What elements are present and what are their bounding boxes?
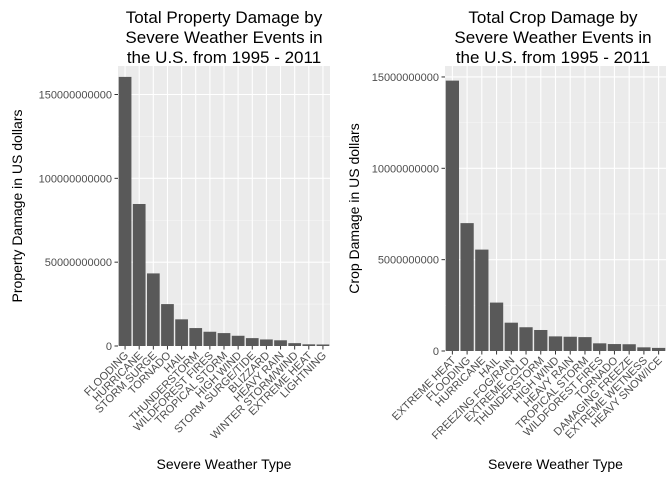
chart-title-line: Total Crop Damage by xyxy=(468,8,638,27)
y-tick-label: 50000000000 xyxy=(45,257,112,269)
y-tick-label: 0 xyxy=(106,341,112,353)
chart-title-line: the U.S. from 1995 - 2011 xyxy=(127,48,321,67)
chart-title-line: Severe Weather Events in xyxy=(125,28,322,47)
bar xyxy=(189,328,203,346)
bar xyxy=(652,347,666,351)
property-damage-chart: 050000000000100000000000150000000000FLOO… xyxy=(9,8,330,472)
bar xyxy=(274,340,287,346)
bar xyxy=(203,331,217,346)
y-tick-label: 15000000000 xyxy=(372,72,439,84)
bar xyxy=(475,249,489,351)
bar xyxy=(146,273,160,346)
y-tick-label: 5000000000 xyxy=(378,255,439,267)
x-axis-title: Severe Weather Type xyxy=(157,456,292,472)
bar xyxy=(260,339,273,346)
bar xyxy=(175,319,188,346)
x-axis-title: Severe Weather Type xyxy=(488,456,623,472)
y-axis-title: Crop Damage in US dollars xyxy=(346,123,362,293)
bar xyxy=(316,344,330,346)
bar xyxy=(593,343,607,351)
bar xyxy=(548,336,563,351)
bar xyxy=(489,302,504,351)
y-tick-label: 0 xyxy=(433,346,439,358)
bar xyxy=(637,347,651,351)
bar xyxy=(460,223,474,351)
bar xyxy=(578,337,592,351)
bar xyxy=(302,344,316,346)
bar xyxy=(245,338,259,346)
y-tick-label: 100000000000 xyxy=(39,173,112,185)
bar xyxy=(622,344,636,351)
bar xyxy=(118,76,132,347)
bar xyxy=(288,343,302,346)
bar xyxy=(445,80,459,351)
y-axis-title: Property Damage in US dollars xyxy=(9,110,25,303)
chart-title-line: Severe Weather Events in xyxy=(454,28,651,47)
bar xyxy=(504,322,518,351)
chart-title-line: Total Property Damage by xyxy=(126,8,323,27)
bar xyxy=(231,335,245,346)
y-tick-label: 10000000000 xyxy=(372,163,439,175)
bar xyxy=(534,329,548,351)
crop-damage-chart: 050000000001000000000015000000000EXTREME… xyxy=(346,8,666,472)
bar xyxy=(607,344,622,351)
bar xyxy=(519,327,533,351)
bar xyxy=(217,333,231,346)
y-tick-label: 150000000000 xyxy=(39,90,112,102)
bar xyxy=(132,203,146,346)
chart-title-line: the U.S. from 1995 - 2011 xyxy=(456,48,650,67)
bar xyxy=(161,304,174,346)
bar xyxy=(563,336,577,351)
